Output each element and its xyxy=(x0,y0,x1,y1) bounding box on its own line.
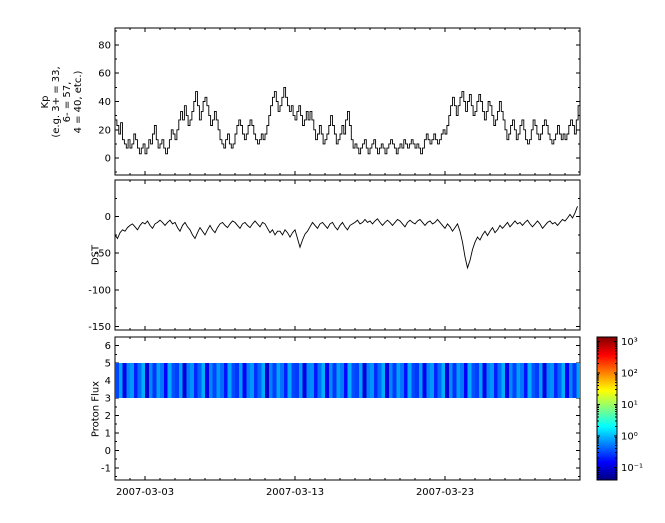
dst-ytick-label: -50 xyxy=(95,249,111,260)
proton_flux-ytick-label: 1 xyxy=(105,428,111,439)
dst-series xyxy=(115,206,578,270)
proton_flux-panel: -1 0 1 2 3 4 5 6 xyxy=(101,336,581,481)
x-date-label: 2007-03-03 xyxy=(116,487,174,498)
proton_flux-ytick-label: -1 xyxy=(101,463,111,474)
colorbar-tick-label: 10² xyxy=(621,369,638,380)
kp-ytick-label: 60 xyxy=(98,69,111,80)
kp-ytick-label: 0 xyxy=(105,154,111,165)
colorbar-tick-label: 10¹ xyxy=(621,400,638,411)
x-date-label: 2007-03-23 xyxy=(416,487,474,498)
proton-flux-axis-label: Proton Flux xyxy=(90,380,102,438)
dst-axis-label: DST xyxy=(90,244,102,266)
kp-axis-label: Kp (e.g. 3+ = 33, 6- = 57, 4 = 40, etc.) xyxy=(40,66,84,138)
kp-series xyxy=(115,86,580,155)
dst-ytick-label: -100 xyxy=(88,285,111,296)
proton_flux-ytick-label: 4 xyxy=(105,376,111,387)
x-axis-labels: 2007-03-03 2007-03-13 2007-03-23 xyxy=(116,487,474,498)
dst-panel: -150 -100 -50 0 xyxy=(88,179,581,333)
colorbar-tick-label: 10⁻¹ xyxy=(621,463,643,474)
kp-panel: 0 20 40 60 80 xyxy=(98,27,581,176)
proton-flux-spectrogram xyxy=(115,363,580,399)
proton_flux-ytick-label: 6 xyxy=(105,341,111,352)
proton_flux-ytick-label: 3 xyxy=(105,394,111,405)
kp-ytick-label: 20 xyxy=(98,125,111,136)
colorbar: 10³ 10² 10¹ 10⁰ 10⁻¹ xyxy=(596,336,643,481)
x-date-label: 2007-03-13 xyxy=(266,487,324,498)
proton_flux-ytick-label: 2 xyxy=(105,411,111,422)
colorbar-tick-label: 10⁰ xyxy=(621,432,638,443)
kp-ytick-label: 80 xyxy=(98,40,111,51)
colorbar-tick-label: 10³ xyxy=(621,337,638,348)
dst-ytick-label: -150 xyxy=(88,322,111,333)
proton_flux-ytick-label: 0 xyxy=(105,446,111,457)
proton_flux-ytick-label: 5 xyxy=(105,359,111,370)
kp-ytick-label: 40 xyxy=(98,97,111,108)
dst-ytick-label: 0 xyxy=(105,212,111,223)
